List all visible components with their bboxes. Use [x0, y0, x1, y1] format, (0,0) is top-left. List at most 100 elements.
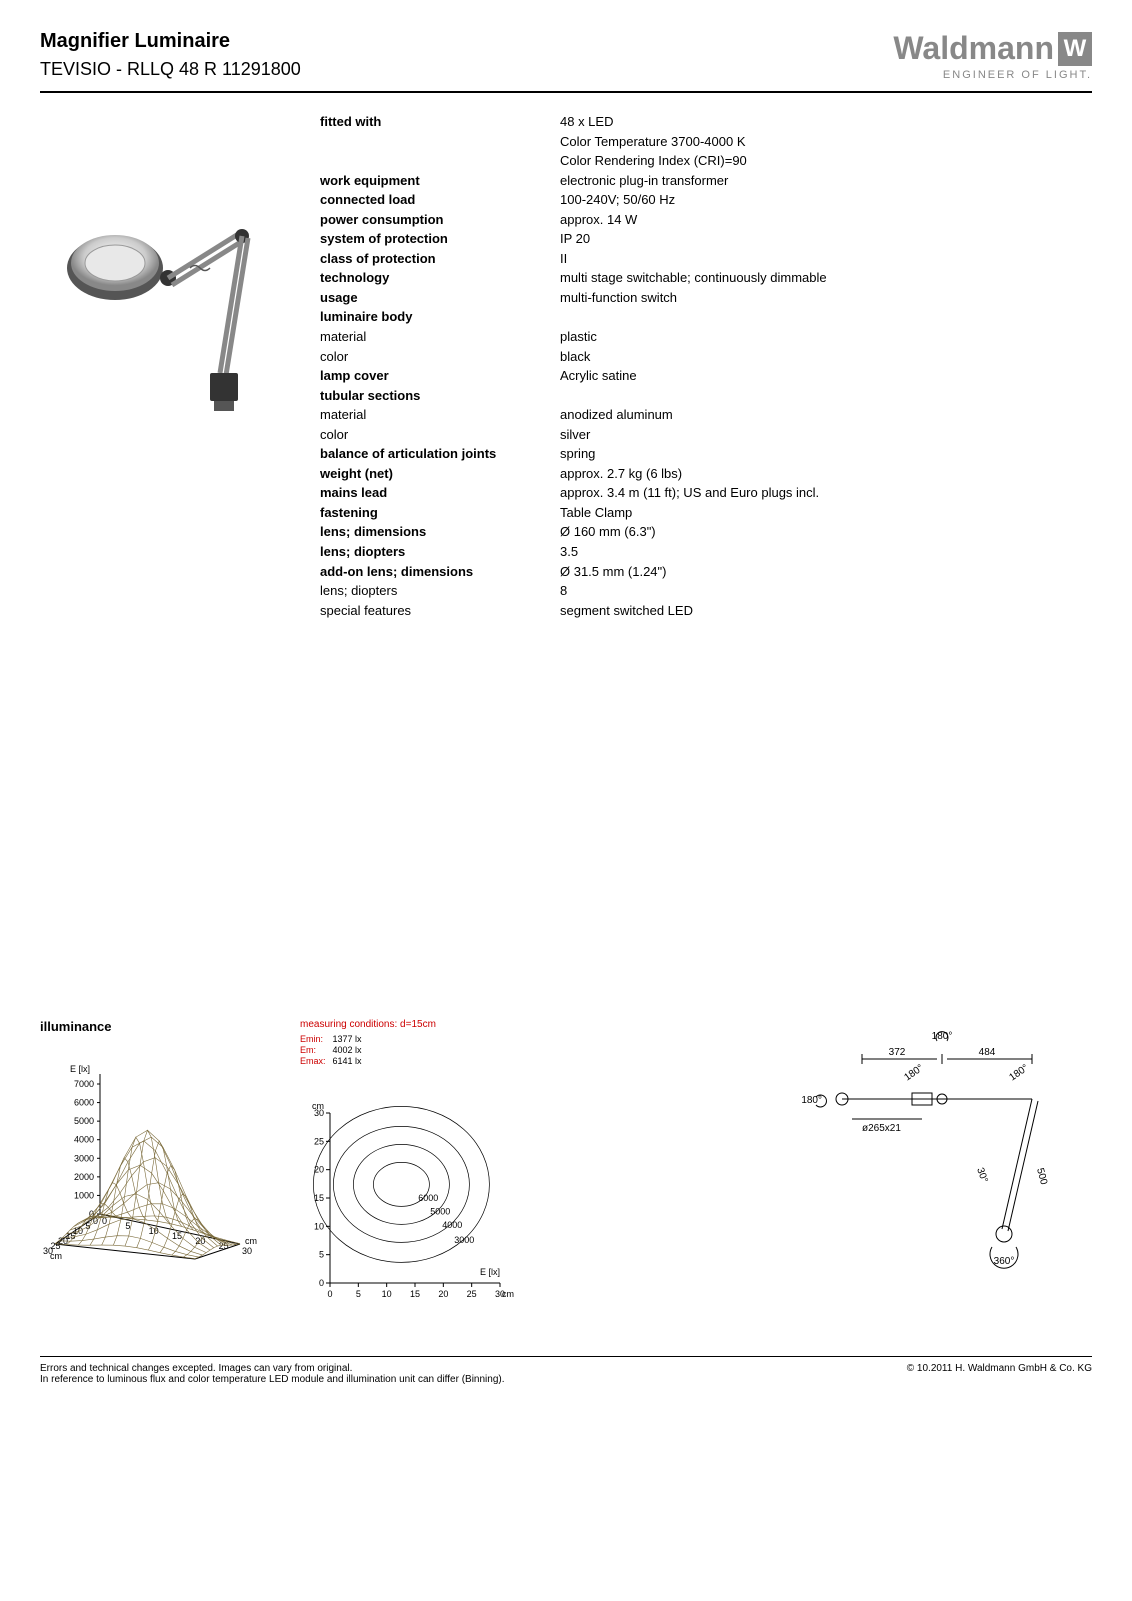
- illuminance-block: illuminance 0100020003000400050006000700…: [40, 1019, 270, 1267]
- spec-label: lens; dimensions: [320, 523, 540, 541]
- spec-label: fitted with: [320, 113, 540, 131]
- spec-label: lamp cover: [320, 367, 540, 385]
- spec-value: plastic: [560, 328, 1092, 346]
- svg-text:2000: 2000: [74, 1172, 94, 1182]
- spec-label: usage: [320, 289, 540, 307]
- svg-text:25: 25: [314, 1136, 324, 1146]
- spec-label: material: [320, 328, 540, 346]
- spec-label: technology: [320, 269, 540, 287]
- spec-value: approx. 2.7 kg (6 lbs): [560, 465, 1092, 483]
- chart-3d-surface: 01000200030004000500060007000E [lx]00551…: [40, 1044, 270, 1264]
- spec-label: material: [320, 406, 540, 424]
- spec-value: 8: [560, 582, 1092, 600]
- svg-text:20: 20: [438, 1289, 448, 1299]
- logo-mark-icon: W: [1058, 32, 1092, 66]
- svg-text:15: 15: [410, 1289, 420, 1299]
- svg-text:E [lx]: E [lx]: [480, 1267, 500, 1277]
- measuring-stats: Emin: 1377 lxEm: 4002 lxEmax: 6141 lx: [300, 1034, 530, 1066]
- svg-text:30°: 30°: [974, 1166, 990, 1184]
- svg-text:180°: 180°: [801, 1095, 822, 1106]
- spec-value: electronic plug-in transformer: [560, 172, 1092, 190]
- svg-text:cm: cm: [312, 1101, 324, 1111]
- technical-drawing: 372484180°180°180°180°ø265x2150030°360°: [792, 1019, 1092, 1279]
- svg-text:5000: 5000: [430, 1206, 450, 1216]
- spec-label: tubular sections: [320, 387, 540, 405]
- footer-line2: In reference to luminous flux and color …: [40, 1374, 907, 1385]
- svg-text:484: 484: [979, 1047, 996, 1058]
- svg-text:7000: 7000: [74, 1079, 94, 1089]
- spec-label: [320, 133, 540, 151]
- spec-value: [560, 387, 1092, 405]
- spec-label: luminaire body: [320, 308, 540, 326]
- spec-value: Acrylic satine: [560, 367, 1092, 385]
- logo-name: Waldmann: [893, 30, 1054, 67]
- svg-text:6000: 6000: [74, 1098, 94, 1108]
- footer-line1: Errors and technical changes excepted. I…: [40, 1363, 907, 1374]
- spec-label: color: [320, 426, 540, 444]
- spec-value: segment switched LED: [560, 602, 1092, 620]
- spec-label: weight (net): [320, 465, 540, 483]
- spec-label: [320, 152, 540, 170]
- spec-value: multi stage switchable; continuously dim…: [560, 269, 1092, 287]
- spec-value: anodized aluminum: [560, 406, 1092, 424]
- footer-left: Errors and technical changes excepted. I…: [40, 1363, 907, 1385]
- spec-value: approx. 3.4 m (11 ft); US and Euro plugs…: [560, 484, 1092, 502]
- svg-text:5000: 5000: [74, 1116, 94, 1126]
- svg-text:500: 500: [1034, 1167, 1049, 1186]
- logo: Waldmann W: [893, 30, 1092, 67]
- spec-value: Table Clamp: [560, 504, 1092, 522]
- header-left: Magnifier Luminaire TEVISIO - RLLQ 48 R …: [40, 30, 893, 80]
- svg-text:30: 30: [242, 1246, 252, 1256]
- spec-label: special features: [320, 602, 540, 620]
- spec-value: black: [560, 348, 1092, 366]
- spec-label: lens; diopters: [320, 543, 540, 561]
- main-content: fitted with48 x LEDColor Temperature 370…: [40, 113, 1092, 619]
- spec-value: 48 x LED: [560, 113, 1092, 131]
- spec-value: 3.5: [560, 543, 1092, 561]
- product-image: [40, 173, 300, 433]
- spec-label: color: [320, 348, 540, 366]
- svg-text:180°: 180°: [902, 1063, 925, 1084]
- stat-row: Emax: 6141 lx: [300, 1056, 530, 1067]
- page-title: Magnifier Luminaire: [40, 30, 893, 53]
- svg-text:cm: cm: [245, 1236, 257, 1246]
- svg-text:180°: 180°: [932, 1031, 953, 1042]
- spec-label: system of protection: [320, 230, 540, 248]
- spec-label: lens; diopters: [320, 582, 540, 600]
- svg-text:360°: 360°: [994, 1256, 1015, 1267]
- spec-label: fastening: [320, 504, 540, 522]
- svg-text:10: 10: [382, 1289, 392, 1299]
- svg-text:5: 5: [319, 1249, 324, 1259]
- illuminance-title: illuminance: [40, 1019, 270, 1034]
- spec-value: Ø 31.5 mm (1.24"): [560, 563, 1092, 581]
- contour-block: measuring conditions: d=15cm Emin: 1377 …: [300, 1019, 530, 1325]
- spec-value: IP 20: [560, 230, 1092, 248]
- spec-value: 100-240V; 50/60 Hz: [560, 191, 1092, 209]
- spec-label: connected load: [320, 191, 540, 209]
- svg-text:5: 5: [125, 1221, 130, 1231]
- svg-text:0: 0: [327, 1289, 332, 1299]
- spec-label: class of protection: [320, 250, 540, 268]
- svg-text:6000: 6000: [418, 1193, 438, 1203]
- footer-copyright: © 10.2011 H. Waldmann GmbH & Co. KG: [907, 1363, 1092, 1385]
- logo-tagline: ENGINEER OF LIGHT.: [893, 69, 1092, 81]
- svg-text:180°: 180°: [1007, 1063, 1030, 1084]
- spec-value: silver: [560, 426, 1092, 444]
- svg-text:E [lx]: E [lx]: [70, 1064, 90, 1074]
- spec-value: spring: [560, 445, 1092, 463]
- spec-label: power consumption: [320, 211, 540, 229]
- spec-label: work equipment: [320, 172, 540, 190]
- spec-value: approx. 14 W: [560, 211, 1092, 229]
- header: Magnifier Luminaire TEVISIO - RLLQ 48 R …: [40, 30, 1092, 93]
- spec-value: II: [560, 250, 1092, 268]
- measuring-conditions: measuring conditions: d=15cm: [300, 1019, 530, 1030]
- spec-value: Color Rendering Index (CRI)=90: [560, 152, 1092, 170]
- spec-value: multi-function switch: [560, 289, 1092, 307]
- spec-label: add-on lens; dimensions: [320, 563, 540, 581]
- spec-label: mains lead: [320, 484, 540, 502]
- bottom-section: illuminance 0100020003000400050006000700…: [40, 1019, 1092, 1325]
- svg-text:3000: 3000: [74, 1154, 94, 1164]
- chart-contour: 051015202530051015202530cmcmE [lx]600050…: [300, 1073, 530, 1323]
- logo-block: Waldmann W ENGINEER OF LIGHT.: [893, 30, 1092, 81]
- svg-text:1000: 1000: [74, 1191, 94, 1201]
